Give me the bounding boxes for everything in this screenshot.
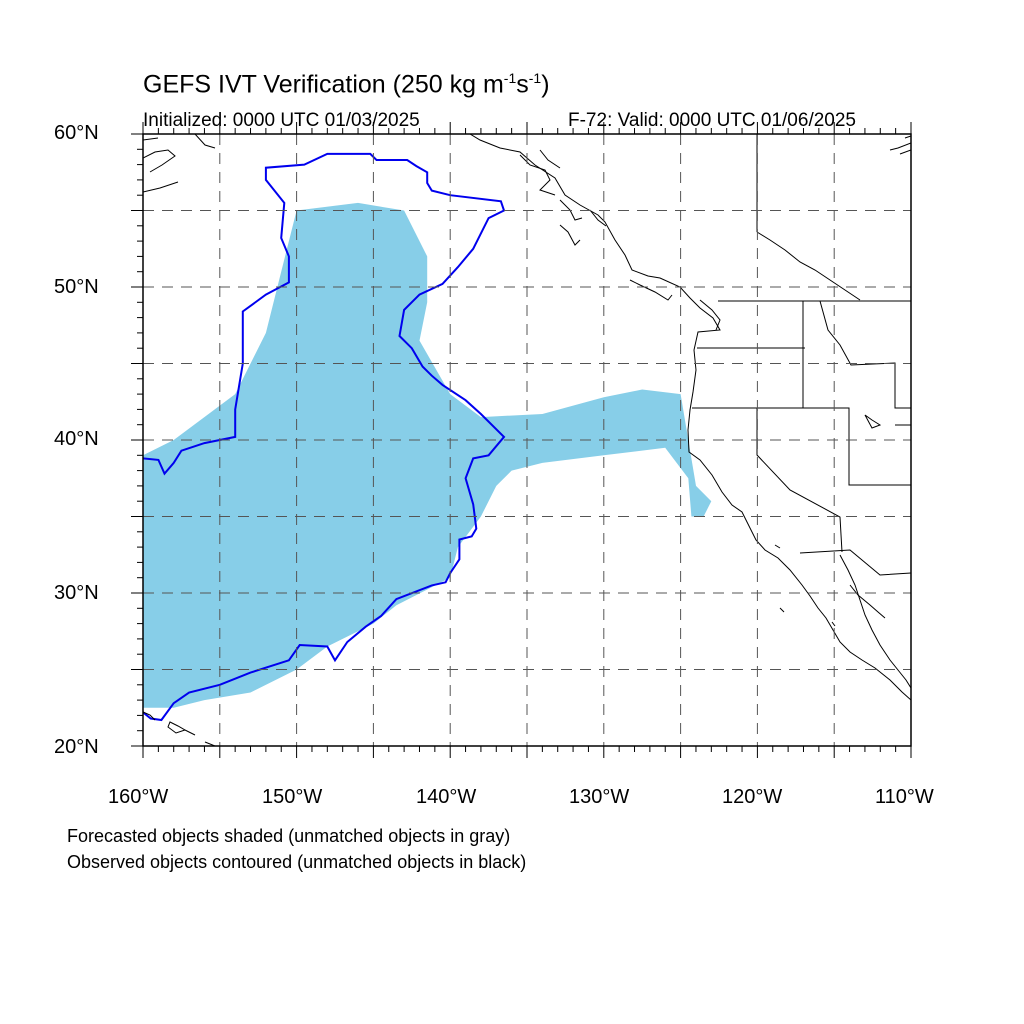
lon-label-110w: 110°W — [875, 786, 934, 808]
lat-label-20: 20°N — [54, 736, 99, 758]
init-time-subtitle: Initialized: 0000 UTC 01/03/2025 — [143, 110, 420, 131]
lon-label-140w: 140°W — [416, 786, 477, 808]
lat-label-60: 60°N — [54, 122, 99, 144]
lon-label-150w: 150°W — [262, 786, 323, 808]
lat-label-30: 30°N — [54, 582, 99, 604]
footnote-forecast: Forecasted objects shaded (unmatched obj… — [67, 826, 511, 846]
lon-label-160w: 160°W — [108, 786, 169, 808]
coastline-group — [143, 134, 911, 746]
plot-frame — [142, 133, 912, 747]
valid-time-subtitle: F-72: Valid: 0000 UTC 01/06/2025 — [568, 110, 856, 131]
lat-label-40: 40°N — [54, 428, 99, 450]
map-gridlines — [143, 134, 911, 746]
footnote-observed: Observed objects contoured (unmatched ob… — [67, 852, 527, 872]
observed-object-contour — [143, 152, 506, 722]
chart-title: GEFS IVT Verification (250 kg m-1s-1) — [143, 70, 550, 99]
lon-label-130w: 130°W — [569, 786, 630, 808]
forecast-object-shading — [143, 202, 712, 708]
axis-ticks — [131, 122, 912, 758]
lat-label-50: 50°N — [54, 276, 99, 298]
lon-label-120w: 120°W — [722, 786, 783, 808]
